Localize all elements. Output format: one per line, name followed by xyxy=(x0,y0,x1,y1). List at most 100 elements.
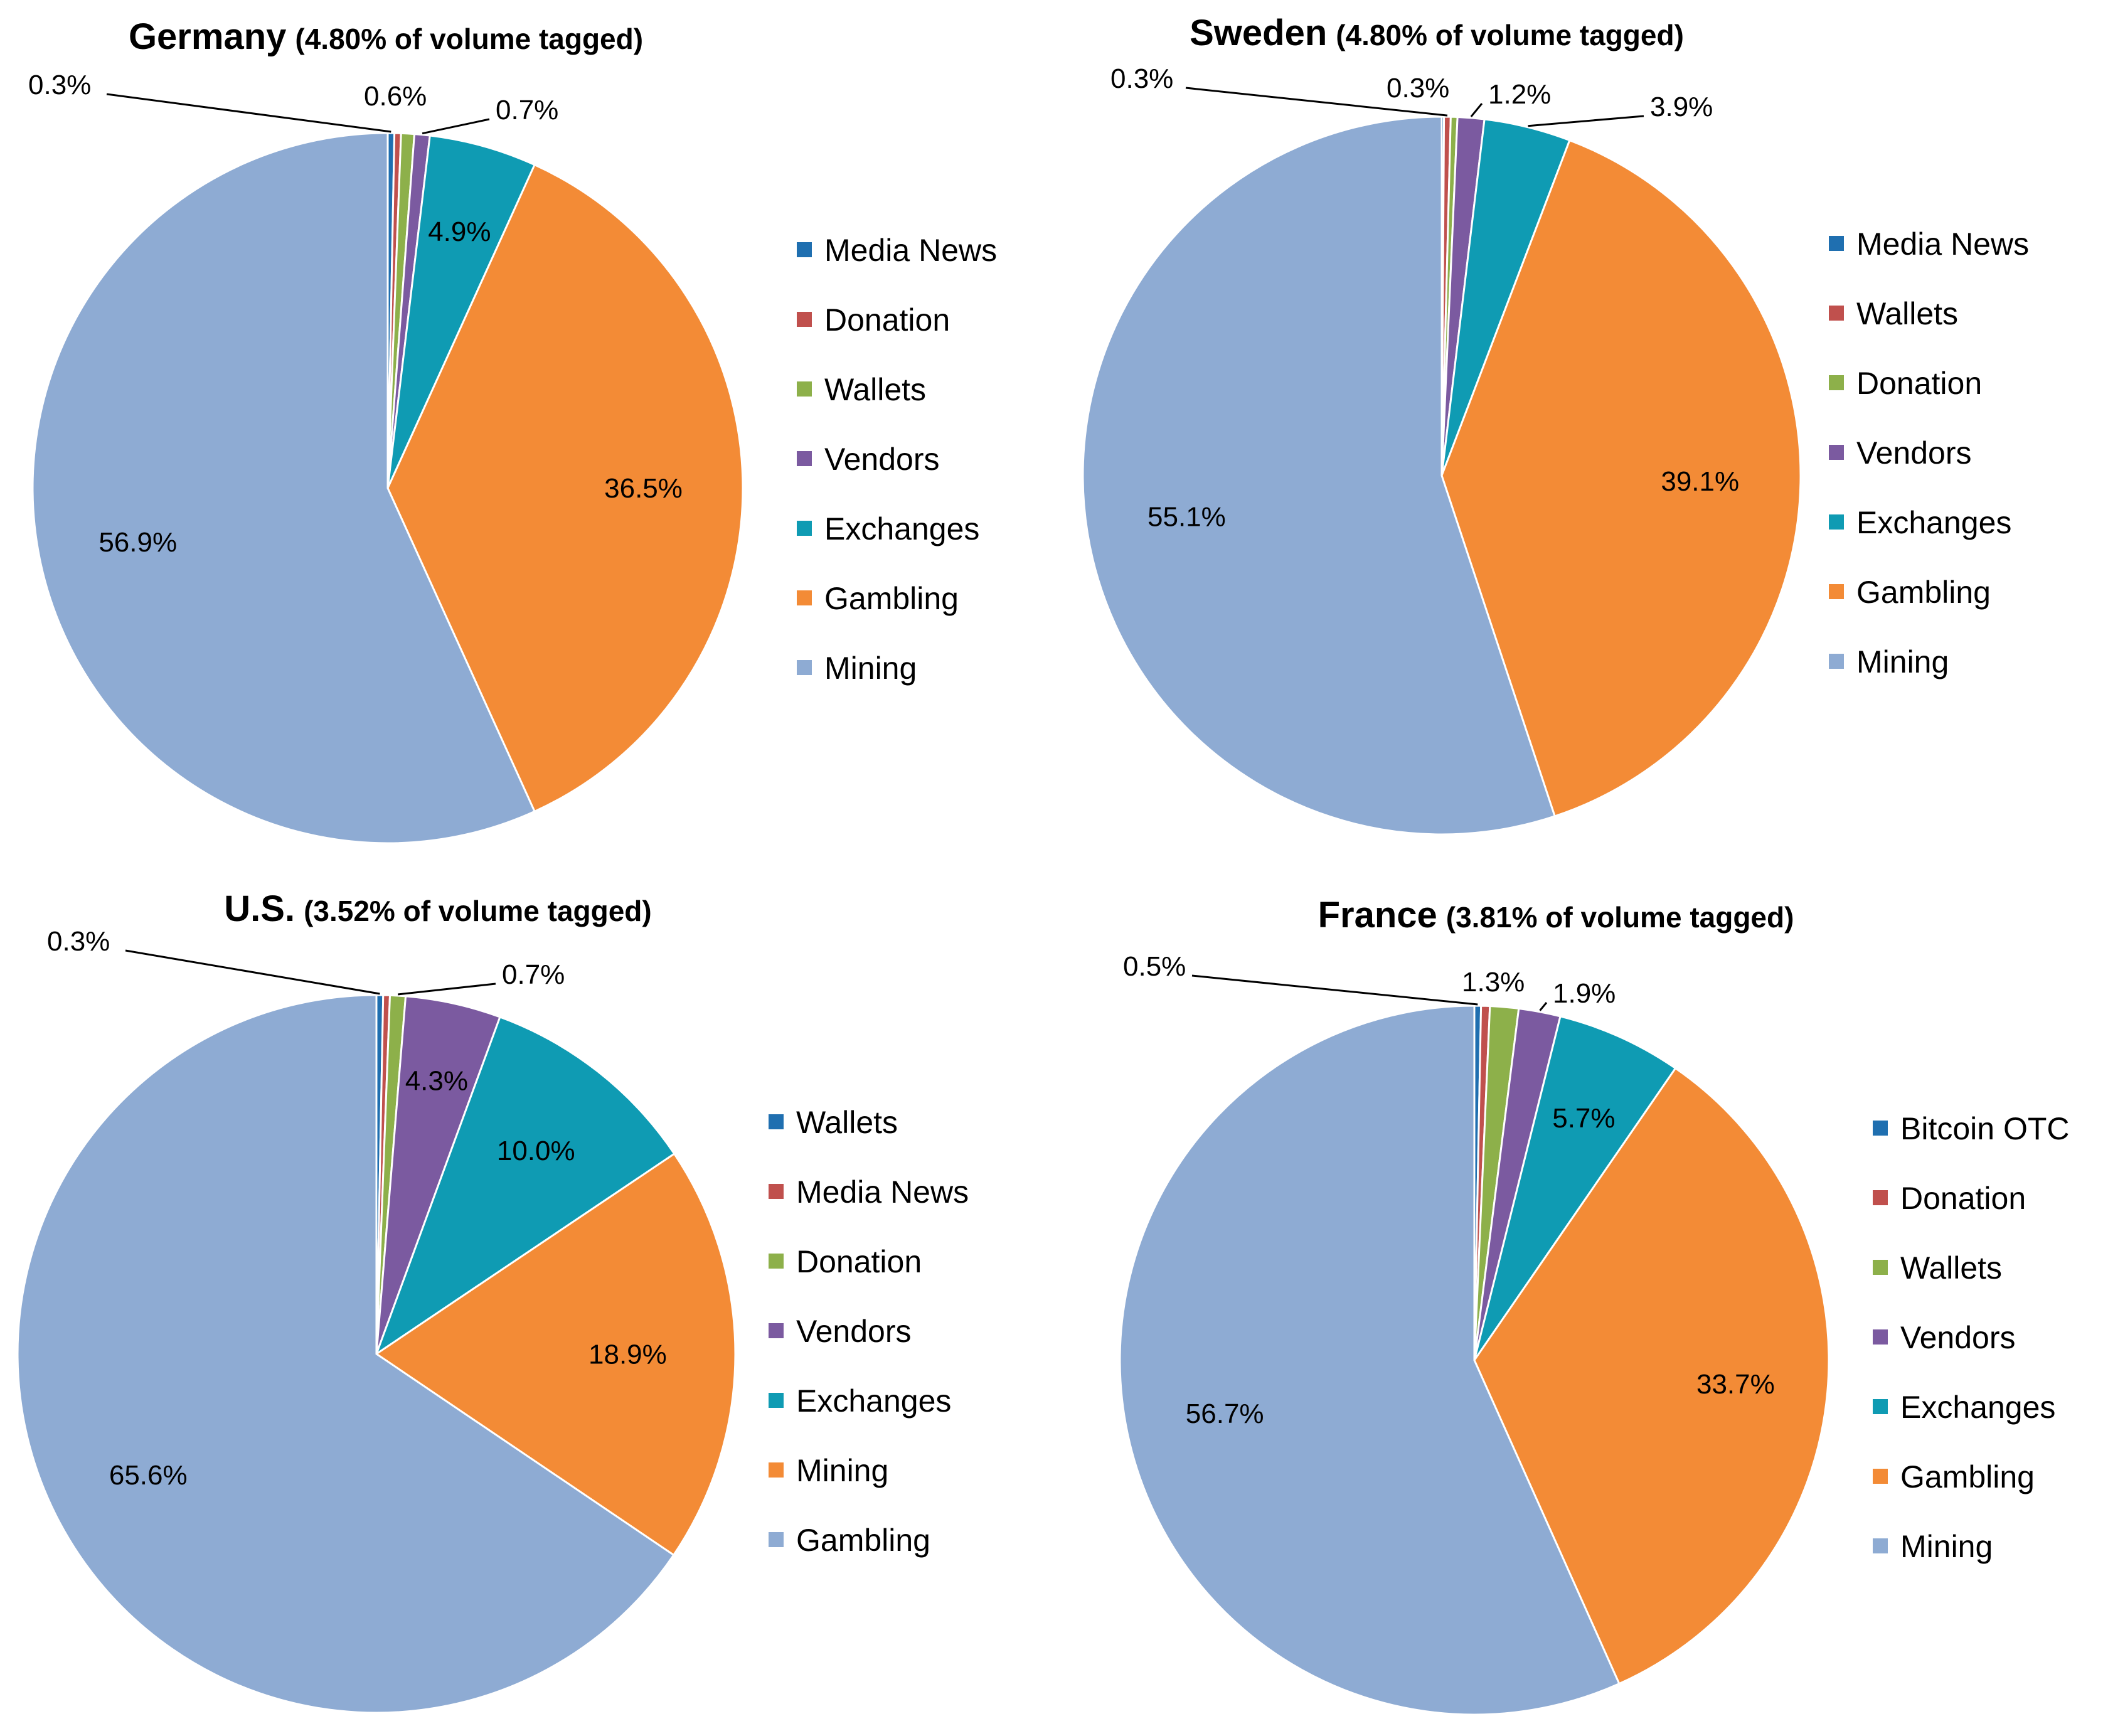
sweden-title-country: Sweden xyxy=(1190,13,1327,53)
u-s-legend-label-wallets: Wallets xyxy=(796,1105,898,1140)
france-legend-label-gambling: Gambling xyxy=(1900,1459,2035,1494)
sweden-legend-swatch-vendors xyxy=(1829,445,1844,460)
germany-leader-line-vendors xyxy=(422,118,490,135)
france-leader-line-vendors xyxy=(1539,1002,1548,1011)
france-data-label-exchanges: 5.7% xyxy=(1552,1103,1615,1134)
france-legend-label-vendors: Vendors xyxy=(1900,1320,2015,1355)
germany-slice-exchanges xyxy=(386,134,536,489)
germany-data-label-mining: 56.9% xyxy=(98,527,177,558)
france-legend: Bitcoin OTC Donation Wallets Vendors Exchang… xyxy=(1873,1111,2070,1564)
u-s-legend-swatch-exchanges xyxy=(769,1393,784,1408)
u-s-slice-gambling xyxy=(16,994,675,1714)
sweden-leader-line-wallets xyxy=(1185,87,1448,117)
germany-legend-swatch-wallets xyxy=(797,381,812,397)
germany-chart-title: Germany (4.80% of volume tagged) xyxy=(129,16,643,57)
u-s-legend-swatch-media-news xyxy=(769,1184,784,1199)
germany-legend-swatch-vendors xyxy=(797,451,812,466)
france-data-label-vendors: 1.9% xyxy=(1553,978,1616,1009)
germany-legend-label-gambling: Gambling xyxy=(824,581,959,616)
germany-title-country: Germany xyxy=(129,16,286,57)
france-legend-label-exchanges: Exchanges xyxy=(1900,1390,2055,1425)
germany-leader-line-media-news xyxy=(106,93,391,133)
france-legend-swatch-donation xyxy=(1873,1190,1888,1205)
sweden-leader-line-vendors xyxy=(1470,103,1483,117)
sweden-pie-chart: Sweden (4.80% of volume tagged) 0.3% 0.3% 1.… xyxy=(1082,13,2029,836)
germany-legend-label-media-news: Media News xyxy=(824,233,997,268)
u-s-legend-label-gambling: Gambling xyxy=(796,1523,930,1558)
u-s-legend-swatch-mining xyxy=(769,1462,784,1478)
sweden-legend-swatch-exchanges xyxy=(1829,514,1844,530)
u-s-legend-label-vendors: Vendors xyxy=(796,1314,911,1349)
u-s-legend-label-mining: Mining xyxy=(796,1453,888,1488)
sweden-data-label-gambling: 39.1% xyxy=(1661,466,1739,497)
u-s-pie-chart: U.S. (3.52% of volume tagged) 0.3% 0.7% 4.3%… xyxy=(16,888,969,1714)
sweden-data-label-wallets: 0.3% xyxy=(1110,63,1173,94)
sweden-title-volume: (4.80% of volume tagged) xyxy=(1336,19,1684,51)
u-s-data-label-donation: 0.7% xyxy=(502,959,565,990)
france-leader-line-bitcoin-otc xyxy=(1191,974,1478,1006)
sweden-data-label-vendors: 1.2% xyxy=(1488,79,1551,110)
germany-slice-gambling xyxy=(386,163,744,813)
france-chart-title: France (3.81% of volume tagged) xyxy=(1318,895,1794,935)
france-legend-label-mining: Mining xyxy=(1900,1529,1993,1564)
france-title-country: France xyxy=(1318,895,1437,935)
france-legend-swatch-exchanges xyxy=(1873,1399,1888,1414)
germany-legend-label-mining: Mining xyxy=(824,651,917,686)
sweden-legend-label-media-news: Media News xyxy=(1856,226,2029,262)
france-legend-swatch-bitcoin-otc xyxy=(1873,1121,1888,1136)
sweden-data-label-donation: 0.3% xyxy=(1387,73,1449,104)
france-slice-exchanges xyxy=(1473,1015,1677,1361)
germany-data-label-vendors: 0.7% xyxy=(496,95,558,125)
u-s-legend-label-donation: Donation xyxy=(796,1244,922,1279)
germany-legend: Media News Donation Wallets Vendors Exchange… xyxy=(797,233,997,686)
u-s-legend-swatch-donation xyxy=(769,1254,784,1269)
germany-legend-label-donation: Donation xyxy=(824,302,950,338)
germany-legend-swatch-exchanges xyxy=(797,521,812,536)
sweden-data-label-mining: 55.1% xyxy=(1147,502,1226,533)
germany-legend-swatch-mining xyxy=(797,660,812,675)
france-legend-swatch-gambling xyxy=(1873,1469,1888,1484)
france-legend-swatch-wallets xyxy=(1873,1260,1888,1275)
sweden-legend-label-exchanges: Exchanges xyxy=(1856,505,2011,540)
u-s-legend-swatch-wallets xyxy=(769,1114,784,1129)
sweden-legend-swatch-media-news xyxy=(1829,236,1844,251)
u-s-leader-line-wallets xyxy=(125,949,380,995)
u-s-data-label-vendors: 4.3% xyxy=(405,1065,468,1096)
sweden-legend-swatch-gambling xyxy=(1829,584,1844,599)
u-s-legend-swatch-vendors xyxy=(769,1323,784,1338)
u-s-legend: Wallets Media News Donation Vendors Exchange… xyxy=(769,1105,969,1558)
sweden-slice-gambling xyxy=(1440,139,1802,817)
france-title-volume: (3.81% of volume tagged) xyxy=(1446,901,1794,934)
sweden-legend: Media News Wallets Donation Vendors Exchange… xyxy=(1829,226,2029,679)
france-legend-label-bitcoin-otc: Bitcoin OTC xyxy=(1900,1111,2070,1146)
u-s-slice-mining xyxy=(375,1152,737,1557)
france-slice-gambling xyxy=(1473,1067,1830,1685)
u-s-data-label-gambling: 65.6% xyxy=(109,1460,188,1491)
france-data-label-gambling: 33.7% xyxy=(1696,1369,1775,1400)
u-s-chart-title: U.S. (3.52% of volume tagged) xyxy=(224,888,651,929)
u-s-title-volume: (3.52% of volume tagged) xyxy=(304,895,652,927)
germany-slice-mining xyxy=(31,132,536,844)
sweden-legend-label-mining: Mining xyxy=(1856,644,1949,679)
sweden-legend-swatch-wallets xyxy=(1829,306,1844,321)
u-s-data-label-wallets: 0.3% xyxy=(47,926,110,957)
sweden-legend-swatch-mining xyxy=(1829,654,1844,669)
sweden-legend-swatch-donation xyxy=(1829,375,1844,390)
u-s-data-label-exchanges: 10.0% xyxy=(497,1136,575,1166)
u-s-legend-swatch-gambling xyxy=(769,1532,784,1547)
sweden-data-label-exchanges: 3.9% xyxy=(1650,92,1713,122)
france-slice-mining xyxy=(1119,1004,1621,1716)
france-data-label-bitcoin-otc: 0.5% xyxy=(1123,951,1186,982)
france-legend-label-donation: Donation xyxy=(1900,1181,2026,1216)
germany-legend-label-vendors: Vendors xyxy=(824,442,939,477)
germany-legend-swatch-gambling xyxy=(797,590,812,605)
germany-data-label-gambling: 36.5% xyxy=(604,473,683,504)
sweden-legend-label-gambling: Gambling xyxy=(1856,575,1991,610)
germany-legend-swatch-donation xyxy=(797,312,812,327)
sweden-legend-label-wallets: Wallets xyxy=(1856,296,1958,331)
germany-legend-label-exchanges: Exchanges xyxy=(824,511,979,546)
germany-legend-swatch-media-news xyxy=(797,242,812,257)
germany-data-label-wallets: 0.6% xyxy=(364,81,427,112)
germany-pie-chart: Germany (4.80% of volume tagged) 0.3% 0.6% 0… xyxy=(28,16,997,844)
